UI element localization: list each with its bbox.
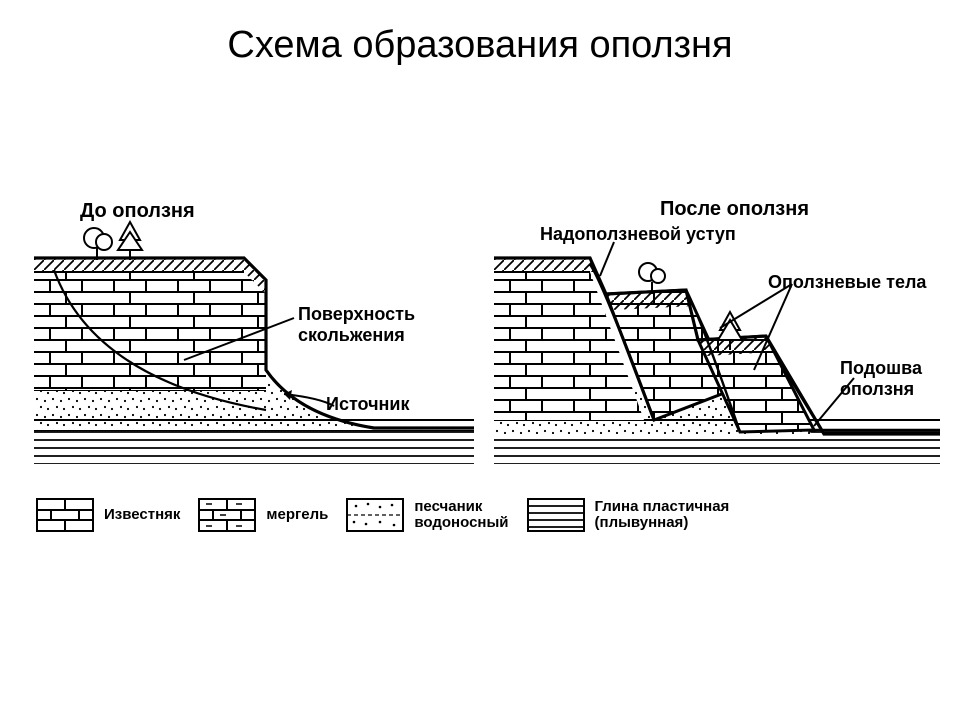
legend-marl: мергель <box>198 498 328 532</box>
callout-slip-surface: Поверхность скольжения <box>298 304 415 345</box>
legend: Известняк мергель песчаник водоносный Гл… <box>36 498 940 532</box>
diagram-left <box>34 220 474 480</box>
page-title: Схема образования оползня <box>0 24 960 67</box>
legend-sandstone-label: песчаник водоносный <box>414 499 508 532</box>
legend-sandstone: песчаник водоносный <box>346 498 508 532</box>
legend-marl-label: мергель <box>266 507 328 524</box>
callout-scarp: Надоползневой уступ <box>540 224 736 245</box>
callout-toe: Подошва оползня <box>840 358 922 399</box>
legend-clay-label: Глина пластичная (плывунная) <box>595 499 730 532</box>
legend-limestone-label: Известняк <box>104 507 180 524</box>
panel-right-label: После оползня <box>660 198 809 221</box>
diagram-right <box>494 220 940 480</box>
legend-clay: Глина пластичная (плывунная) <box>527 498 730 532</box>
callout-spring: Источник <box>326 394 409 415</box>
callout-bodies: Оползневые тела <box>768 272 926 293</box>
legend-limestone: Известняк <box>36 498 180 532</box>
